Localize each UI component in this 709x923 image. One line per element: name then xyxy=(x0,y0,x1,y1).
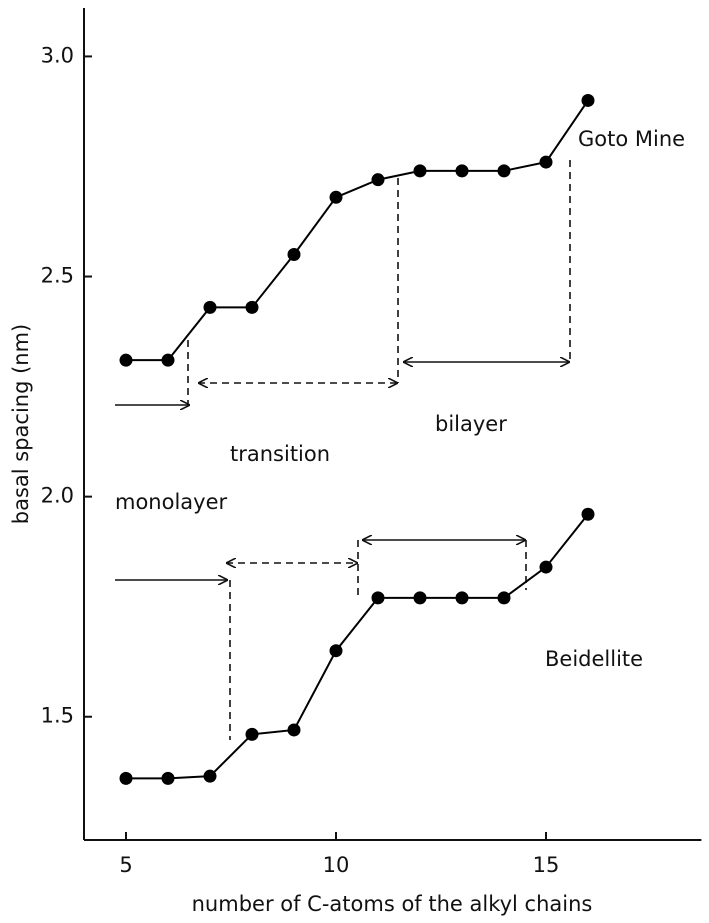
data-point xyxy=(497,591,511,605)
data-point xyxy=(455,591,469,605)
data-point xyxy=(581,93,595,107)
data-point xyxy=(245,727,259,741)
data-point xyxy=(119,353,133,367)
data-point xyxy=(161,353,175,367)
series-line xyxy=(126,99,589,362)
series-line xyxy=(126,513,589,780)
data-point xyxy=(203,300,217,314)
y-tick-label: 1.5 xyxy=(41,704,74,728)
data-point xyxy=(581,507,595,521)
data-point xyxy=(119,771,133,785)
data-point xyxy=(287,248,301,262)
y-tick-label: 2.5 xyxy=(41,264,74,288)
annotation: bilayer xyxy=(435,412,507,436)
data-point xyxy=(371,173,385,187)
data-point xyxy=(497,164,511,178)
data-point xyxy=(329,644,343,658)
data-point xyxy=(413,591,427,605)
data-point xyxy=(455,164,469,178)
series-label: Beidellite xyxy=(545,647,643,671)
y-tick-label: 3.0 xyxy=(41,43,74,67)
y-tick-label: 2.0 xyxy=(41,484,74,508)
series-label: Goto Mine xyxy=(578,127,685,151)
annotation: transition xyxy=(230,442,330,466)
data-point xyxy=(371,591,385,605)
data-point xyxy=(287,723,301,737)
x-tick-label: 5 xyxy=(119,853,132,877)
data-point xyxy=(413,164,427,178)
data-point xyxy=(245,300,259,314)
data-point xyxy=(539,560,553,574)
annotation-arrows xyxy=(115,160,571,740)
data-point xyxy=(203,769,217,783)
x-tick-label: 15 xyxy=(533,853,560,877)
data-point xyxy=(161,771,175,785)
data-point xyxy=(539,155,553,169)
annotation: monolayer xyxy=(115,490,228,514)
y-axis-label: basal spacing (nm) xyxy=(9,324,33,525)
data-point xyxy=(329,190,343,204)
x-axis-label: number of C-atoms of the alkyl chains xyxy=(192,892,593,916)
x-tick-label: 10 xyxy=(323,853,350,877)
